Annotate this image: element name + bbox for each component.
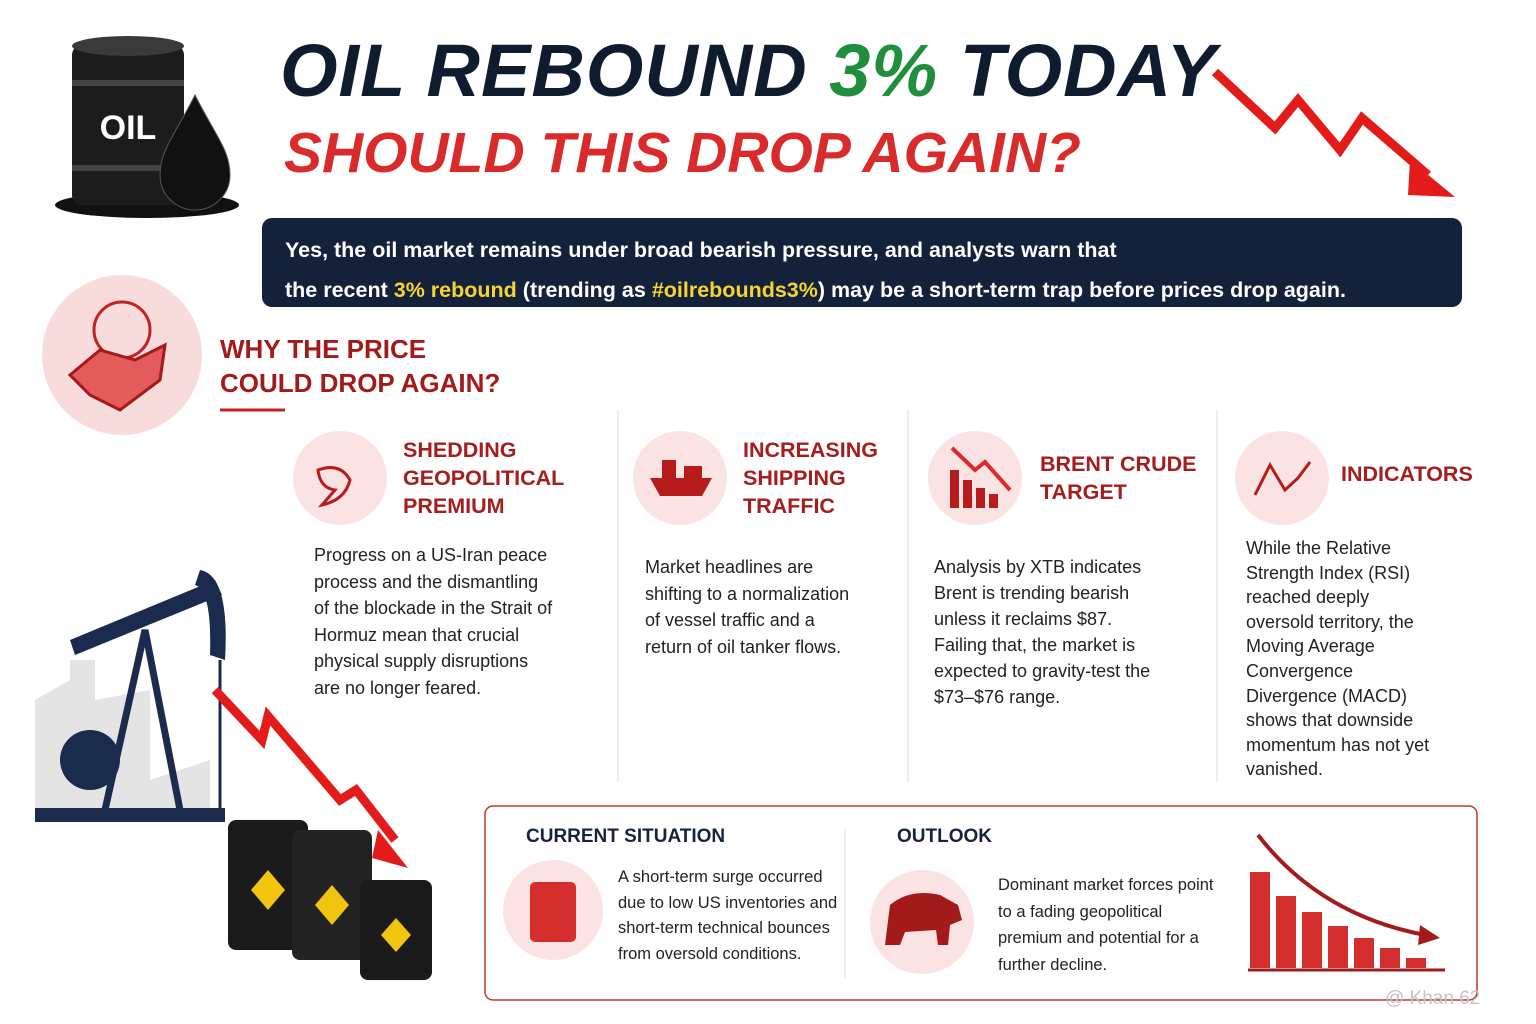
arrow-head bbox=[372, 830, 408, 868]
factor-title-line: INCREASING bbox=[743, 438, 878, 462]
barrel-rib bbox=[72, 165, 184, 171]
summary-text: the recent bbox=[285, 278, 388, 302]
trend-arrow bbox=[1211, 68, 1431, 179]
factor-title-line: PREMIUM bbox=[403, 494, 505, 518]
icon-circle bbox=[928, 431, 1022, 525]
factor-title-line: BRENT CRUDE bbox=[1040, 452, 1197, 476]
handshake-icon bbox=[67, 342, 167, 412]
arrow-head bbox=[1408, 160, 1455, 197]
shape bbox=[950, 470, 959, 508]
shape bbox=[1276, 896, 1296, 968]
bear-icon bbox=[885, 892, 962, 945]
bars-icon bbox=[950, 470, 998, 508]
summary-text: (trending as bbox=[522, 278, 646, 302]
shape bbox=[315, 885, 349, 925]
title-text: OIL REBOUND bbox=[280, 29, 808, 112]
factor-title-line: SHIPPING bbox=[743, 466, 846, 490]
factor-title: INDICATORS bbox=[1341, 460, 1473, 488]
current-text: A short-term surge occurred due to low U… bbox=[618, 868, 838, 963]
pumpjack-head bbox=[195, 570, 226, 660]
summary-highlight: #oilrebounds3% bbox=[651, 278, 818, 302]
barrel-label: OIL bbox=[100, 109, 157, 147]
shape bbox=[1302, 912, 1322, 968]
barrel-rib bbox=[72, 80, 184, 86]
shape bbox=[251, 870, 285, 910]
factor-title-line: INDICATORS bbox=[1341, 462, 1473, 486]
barrel-icon bbox=[530, 882, 576, 942]
summary-box bbox=[262, 218, 1462, 307]
factor-title: SHEDDING GEOPOLITICAL PREMIUM bbox=[403, 436, 564, 520]
summary-text: ) may be a short-term trap before prices… bbox=[817, 278, 1346, 302]
icon-circle bbox=[293, 431, 387, 525]
factor-body: While the Relative Strength Index (RSI) … bbox=[1246, 538, 1430, 780]
dove-icon bbox=[316, 466, 352, 508]
factor-title-line: SHEDDING bbox=[403, 438, 517, 462]
pumpjack-counterweight bbox=[60, 730, 120, 790]
decline-chart-icon bbox=[1250, 872, 1426, 968]
factor-title: BRENT CRUDE TARGET bbox=[1040, 450, 1196, 506]
factor-title-line: TARGET bbox=[1040, 480, 1127, 504]
oil-drop bbox=[159, 93, 231, 211]
pumpjack-tower bbox=[101, 629, 184, 811]
outlook-title: OUTLOOK bbox=[897, 826, 992, 847]
shape bbox=[381, 918, 411, 952]
factor-body: Analysis by XTB indicates Brent is trend… bbox=[934, 557, 1151, 707]
factor-body: Market headlines are shifting to a norma… bbox=[645, 557, 850, 657]
factor-title-line: TRAFFIC bbox=[743, 494, 835, 518]
shape bbox=[976, 488, 985, 508]
factor-title-line: GEOPOLITICAL bbox=[403, 466, 565, 490]
decline-curve bbox=[1256, 833, 1426, 937]
title-text: TODAY bbox=[959, 29, 1217, 112]
summary: Yes, the oil market remains under broad … bbox=[285, 230, 1346, 310]
outlook-text: Dominant market forces point to a fading… bbox=[998, 876, 1214, 974]
barrel-group bbox=[228, 820, 432, 980]
shape bbox=[1328, 926, 1348, 968]
trend-icon bbox=[950, 446, 1012, 492]
icon-circle bbox=[1235, 431, 1329, 525]
indicator-icon bbox=[1253, 461, 1312, 496]
section-title: WHY THE PRICE COULD DROP AGAIN? bbox=[220, 332, 500, 400]
barrel-top bbox=[72, 36, 184, 56]
section-title-line: COULD DROP AGAIN? bbox=[220, 368, 501, 398]
ship-icon bbox=[650, 460, 712, 496]
shape bbox=[1250, 872, 1270, 968]
pumpjack-beam bbox=[70, 580, 222, 655]
shape bbox=[1354, 938, 1374, 968]
factor-body: Progress on a US-Iran peace process and … bbox=[314, 545, 553, 698]
bottom-box bbox=[484, 805, 1478, 1001]
factor-title: INCREASING SHIPPING TRAFFIC bbox=[743, 436, 878, 520]
arrow-head bbox=[1418, 925, 1440, 945]
trend-arrow bbox=[211, 686, 399, 843]
section-title-line: WHY THE PRICE bbox=[220, 334, 427, 364]
summary-highlight: 3% rebound bbox=[393, 278, 517, 302]
current-title: CURRENT SITUATION bbox=[526, 826, 726, 847]
title-highlight: 3% bbox=[829, 29, 939, 112]
pumpjack-base bbox=[35, 808, 225, 822]
summary-text: Yes, the oil market remains under broad … bbox=[285, 238, 1117, 262]
shape bbox=[989, 494, 998, 508]
shape bbox=[963, 480, 972, 508]
title: OIL REBOUND 3% TODAY bbox=[280, 28, 1217, 113]
shape bbox=[1380, 948, 1400, 968]
subtitle: SHOULD THIS DROP AGAIN? bbox=[284, 121, 1081, 185]
watermark: @ Khan 62 bbox=[1385, 988, 1481, 1009]
shape bbox=[1406, 958, 1426, 968]
